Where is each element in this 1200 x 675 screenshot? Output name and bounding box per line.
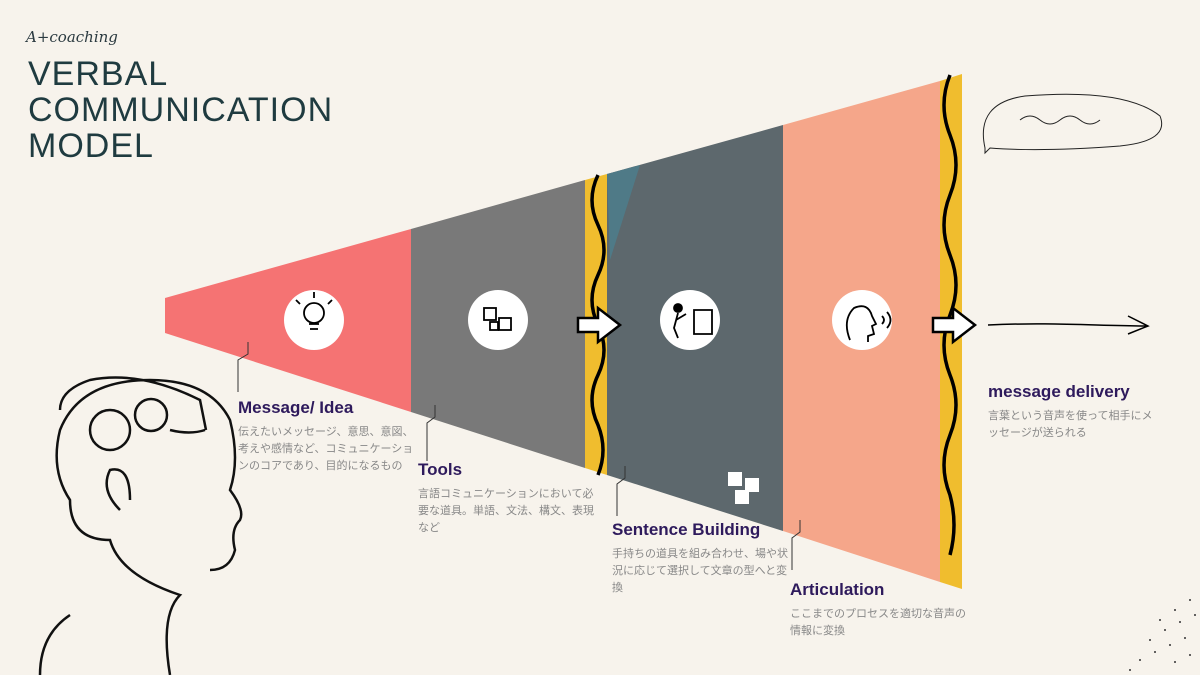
puzzle-icon [468, 290, 528, 350]
stage-title: message delivery [988, 382, 1130, 401]
head-outline [38, 376, 243, 675]
title-line: COMMUNICATION [28, 91, 334, 129]
stage-title: Tools [418, 460, 463, 479]
arrow-right-icon [931, 305, 978, 345]
stage-label-tools: Tools 言語コミュニケーションにおいて必要な道具。単語、文法、構文、表現など [418, 460, 598, 536]
delivery-arrow [987, 315, 1150, 335]
stage-label-message: Message/ Idea 伝えたいメッセージ、意思、意図、考えや感情など、コミ… [238, 398, 418, 474]
brand-logo: A+coaching [26, 28, 118, 46]
person-building-puzzle-icon [660, 290, 720, 350]
stage-description: ここまでのプロセスを適切な音声の情報に変換 [790, 607, 966, 637]
title-line: VERBAL [28, 55, 169, 93]
speaking-face-icon [832, 290, 892, 350]
speech-bubble-icon [982, 93, 1162, 155]
stage-label-sentence: Sentence Building 手持ちの道具を組み合わせ、場や状況に応じて選… [612, 520, 792, 596]
wave-line-2 [942, 74, 958, 556]
stage-title: Articulation [790, 580, 885, 599]
callout-lines [237, 342, 801, 570]
lightbulb-icon [284, 290, 344, 350]
stage-description: 伝えたいメッセージ、意思、意図、考えや感情など、コミュニケーションのコアであり、… [238, 425, 414, 472]
stage-label-delivery: message delivery 言葉という音声を使って相手にメッセージが送られ… [988, 382, 1158, 441]
stage-description: 言葉という音声を使って相手にメッセージが送られる [988, 409, 1153, 439]
segment-accent [607, 165, 640, 260]
stage-title: Message/ Idea [238, 398, 354, 417]
page-title: VERBAL COMMUNICATION MODEL [28, 56, 333, 164]
stage-description: 言語コミュニケーションにおいて必要な道具。単語、文法、構文、表現など [418, 487, 594, 534]
stage-description: 手持ちの道具を組み合わせ、場や状況に応じて選択して文章の型へと変換 [612, 547, 788, 594]
stage-label-articulation: Articulation ここまでのプロセスを適切な音声の情報に変換 [790, 580, 970, 639]
dot-pattern [1129, 599, 1196, 671]
puzzle-pieces-icon [728, 472, 759, 504]
title-line: MODEL [28, 127, 154, 165]
stage-title: Sentence Building [612, 520, 761, 539]
arrow-right-icon [576, 305, 623, 345]
